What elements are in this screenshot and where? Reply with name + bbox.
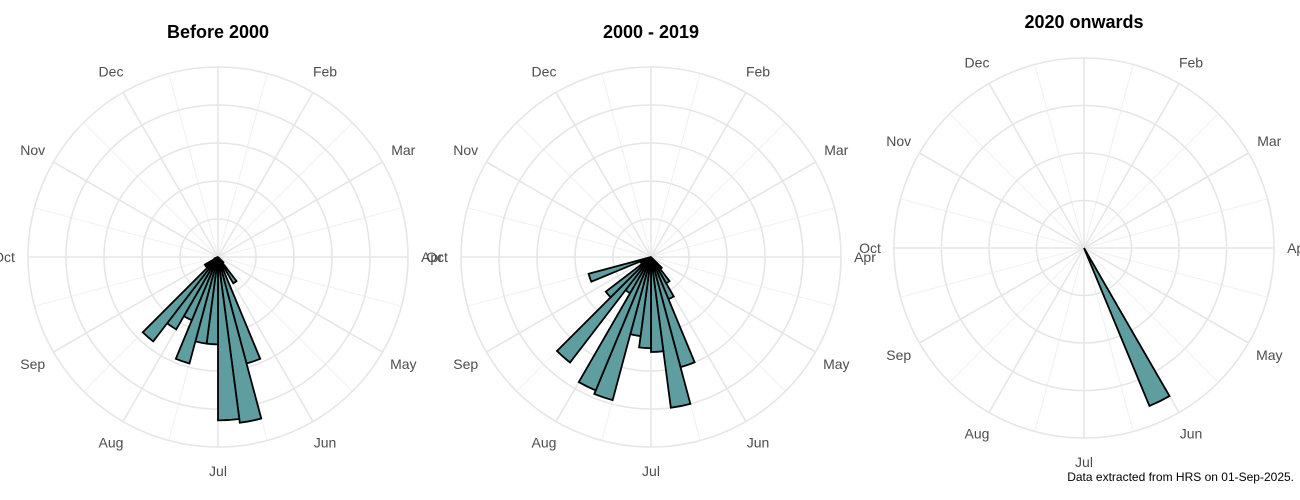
month-label: Jun [1180,425,1203,441]
month-spoke [486,256,652,353]
month-label: Jul [1075,454,1093,470]
month-label: Jun [314,434,337,450]
minor-spoke [168,73,219,258]
grid-ring [1035,199,1133,297]
month-label: Apr [1287,240,1300,256]
month-label: Oct [859,240,881,256]
grid-ring [940,104,1228,392]
polar-grid [893,57,1275,439]
month-spoke [122,92,219,258]
month-label: Sep [453,356,478,372]
month-label: Sep [20,356,45,372]
minor-spoke [217,207,402,258]
data-source-caption: Data extracted from HRS on 01-Sep-2025. [1067,470,1294,484]
wedge-series [555,256,696,409]
month-label: Nov [453,142,478,158]
minor-spoke [217,73,268,258]
month-label: Feb [1179,55,1203,71]
minor-spoke [217,256,402,307]
wedge-bar [650,256,665,353]
minor-spoke [650,122,786,258]
month-spoke [217,161,383,258]
month-label: Dec [532,64,557,80]
panel-2020-onwards: 2020 onwards Feb Mar Apr May Jun Jul Aug Sep Oct… [859,12,1300,470]
month-label: Mar [824,142,848,158]
grid-ring [536,142,766,372]
wedge-bar [604,256,652,299]
wedge-bar [217,256,263,424]
month-spoke [53,256,219,353]
wedge-bar [577,256,652,392]
panel-title: Before 2000 [167,22,269,42]
month-label: May [390,356,416,372]
month-label: May [1256,347,1282,363]
month-spoke [53,161,219,258]
minor-spoke [34,207,219,258]
minor-spoke [650,256,786,392]
minor-spoke [650,207,835,258]
month-label: Mar [1257,133,1281,149]
wedge-bar [587,256,652,283]
month-label: Nov [20,142,45,158]
wedge-bar [650,256,692,409]
minor-spoke [217,122,353,258]
month-label: Mar [391,142,415,158]
month-spoke [217,256,314,422]
minor-spoke [217,256,353,392]
grid-ring [460,66,842,448]
month-label: Aug [532,434,557,450]
month-label: May [823,356,849,372]
wedge-bar [1083,247,1171,408]
grid-ring [988,152,1180,344]
panel-title: 2000 - 2019 [603,22,699,42]
grid-ring [27,66,409,448]
minor-spoke [34,256,219,307]
grid-ring [498,104,804,410]
month-label: Oct [426,249,448,265]
minor-spoke [83,122,219,258]
minor-spoke [650,256,835,307]
wedge-bar [213,256,219,261]
wedge-series [141,256,263,424]
month-label: Dec [99,64,124,80]
grid-ring [893,57,1275,439]
wedge-bar [217,256,241,422]
month-spoke [650,256,816,353]
month-label: Aug [99,434,124,450]
month-label: Jul [642,463,660,479]
month-spoke [486,161,652,258]
month-label: Feb [746,64,770,80]
month-label: Aug [965,425,990,441]
month-label: Nov [886,133,911,149]
panel-2000-2019: 2000 - 2019 Feb Mar Apr May Jun Jul Aug Sep Oct N… [426,22,876,479]
month-label: Sep [886,347,911,363]
minor-spoke [601,73,652,258]
minor-spoke [467,207,652,258]
month-spoke [555,92,652,258]
panel-title: 2020 onwards [1024,12,1143,32]
month-spoke [650,161,816,258]
month-label: Jul [209,463,227,479]
month-label: Apr [421,249,443,265]
minor-spoke [650,73,701,258]
month-label: Jun [747,434,770,450]
month-spoke [650,92,747,258]
minor-spoke [516,122,652,258]
wedge-bar [141,256,219,343]
month-label: Feb [313,64,337,80]
month-spoke [217,256,383,353]
month-label: Dec [965,55,990,71]
panel-before-2000: Before 2000 Feb Mar Apr May Jun Jul Aug Sep Oct N… [0,22,443,479]
month-label: Oct [0,249,15,265]
wedge-bar [555,256,652,364]
wedge-series [1083,247,1171,408]
month-label: Apr [854,249,876,265]
month-spoke [217,92,314,258]
